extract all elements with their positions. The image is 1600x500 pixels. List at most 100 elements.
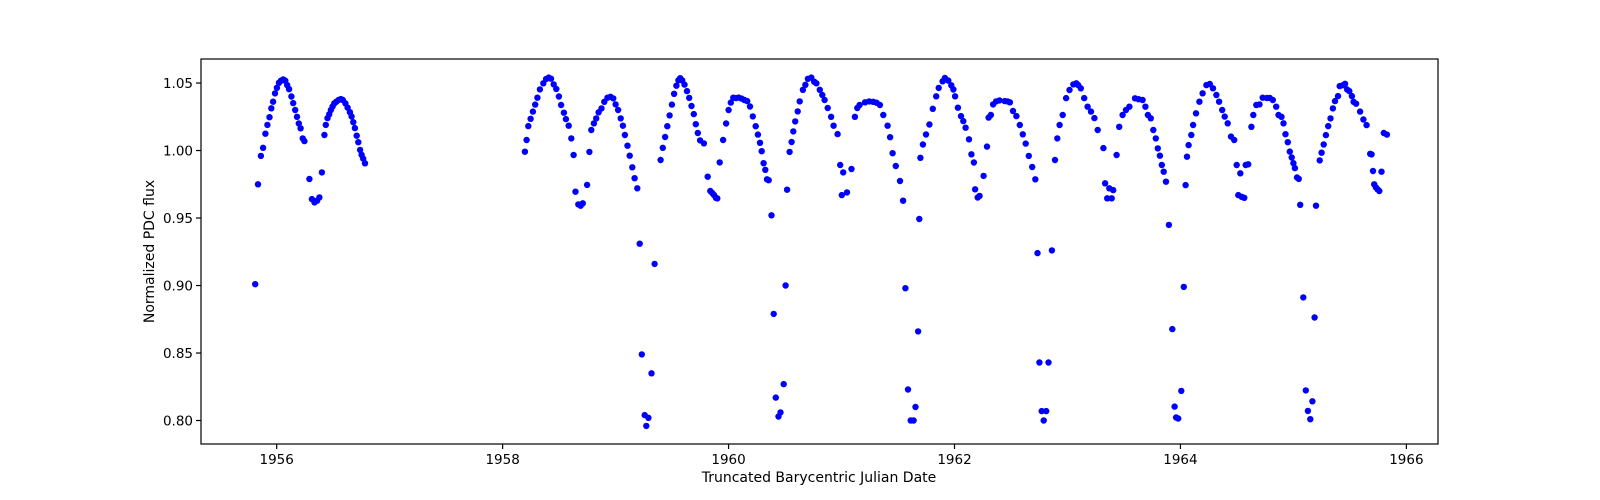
data-point	[954, 104, 962, 111]
data-point	[290, 99, 297, 107]
data-point	[557, 101, 565, 109]
y-axis-label: Normalized PDC flux	[142, 180, 158, 323]
data-point	[598, 105, 605, 112]
data-point	[252, 281, 259, 288]
data-point	[813, 80, 820, 87]
data-point	[348, 113, 355, 120]
data-point	[553, 85, 560, 93]
data-point	[1341, 80, 1349, 88]
data-point	[1029, 163, 1036, 171]
data-point	[1054, 135, 1061, 142]
data-point	[1280, 120, 1287, 127]
data-point	[886, 134, 894, 141]
data-point	[945, 77, 952, 84]
data-point	[353, 132, 360, 139]
data-point	[1302, 387, 1310, 394]
data-point	[926, 121, 933, 128]
data-point	[777, 409, 784, 416]
data-point	[1199, 90, 1206, 97]
x-tick-label: 1956	[260, 452, 294, 468]
data-point	[1248, 123, 1255, 130]
data-point	[1307, 416, 1314, 423]
data-point	[1231, 136, 1238, 144]
data-point	[782, 282, 789, 289]
data-point	[525, 122, 532, 130]
data-point	[547, 75, 555, 82]
data-point	[266, 114, 273, 121]
data-point	[1346, 87, 1353, 95]
data-point	[673, 82, 680, 89]
data-point	[295, 120, 302, 127]
data-point	[760, 160, 767, 167]
data-point	[636, 240, 643, 247]
data-point	[996, 97, 1003, 104]
data-point	[762, 166, 769, 173]
data-point	[1304, 407, 1312, 415]
data-point	[271, 90, 279, 97]
x-tick-label: 1958	[485, 452, 519, 468]
data-point	[968, 151, 975, 158]
data-point	[1009, 107, 1017, 115]
data-point	[1171, 403, 1178, 410]
data-point	[1256, 101, 1263, 108]
data-point	[527, 115, 534, 123]
data-point	[892, 162, 899, 170]
data-point	[848, 165, 855, 173]
data-point	[843, 189, 851, 196]
data-point	[802, 81, 809, 89]
data-point	[534, 94, 541, 101]
data-point	[610, 95, 617, 102]
data-point	[830, 122, 837, 129]
data-point	[884, 122, 891, 129]
data-point	[976, 192, 983, 200]
data-point	[1104, 195, 1111, 202]
data-point	[1288, 154, 1295, 161]
data-point	[770, 310, 777, 318]
data-point	[727, 99, 734, 106]
data-point	[1101, 180, 1109, 187]
data-point	[786, 148, 793, 156]
data-point	[1369, 167, 1377, 175]
data-point	[980, 172, 987, 180]
data-point	[316, 194, 323, 201]
data-point	[661, 133, 669, 141]
data-point	[657, 156, 664, 164]
data-point	[1318, 149, 1325, 156]
data-point	[321, 131, 328, 139]
data-point	[856, 101, 863, 109]
data-point	[681, 81, 688, 88]
data-point	[1192, 110, 1200, 117]
data-point	[722, 120, 730, 127]
data-point	[837, 161, 844, 169]
data-point	[1329, 105, 1337, 112]
data-point	[916, 215, 923, 223]
data-point	[565, 122, 572, 129]
data-point	[1119, 111, 1126, 119]
data-point	[690, 110, 697, 118]
data-point	[780, 380, 787, 388]
data-point	[1142, 103, 1149, 110]
data-point	[1100, 144, 1107, 152]
plot-frame	[200, 58, 1439, 445]
data-point	[902, 285, 909, 292]
data-point	[783, 186, 791, 193]
data-point	[1016, 121, 1023, 129]
data-point	[529, 108, 537, 115]
data-point	[1051, 156, 1059, 164]
data-point	[1245, 161, 1252, 168]
data-point	[572, 188, 579, 195]
data-point	[254, 181, 262, 188]
data-point	[532, 101, 539, 108]
data-point	[1087, 108, 1095, 115]
data-point	[664, 123, 671, 130]
data-point	[1038, 407, 1045, 415]
data-point	[521, 148, 529, 155]
data-point	[670, 90, 678, 98]
data-point	[318, 169, 326, 176]
data-point	[965, 136, 973, 143]
data-point	[1183, 153, 1191, 160]
data-point	[264, 121, 271, 129]
data-point	[1006, 99, 1014, 106]
data-point	[268, 105, 275, 112]
data-point	[790, 128, 797, 135]
